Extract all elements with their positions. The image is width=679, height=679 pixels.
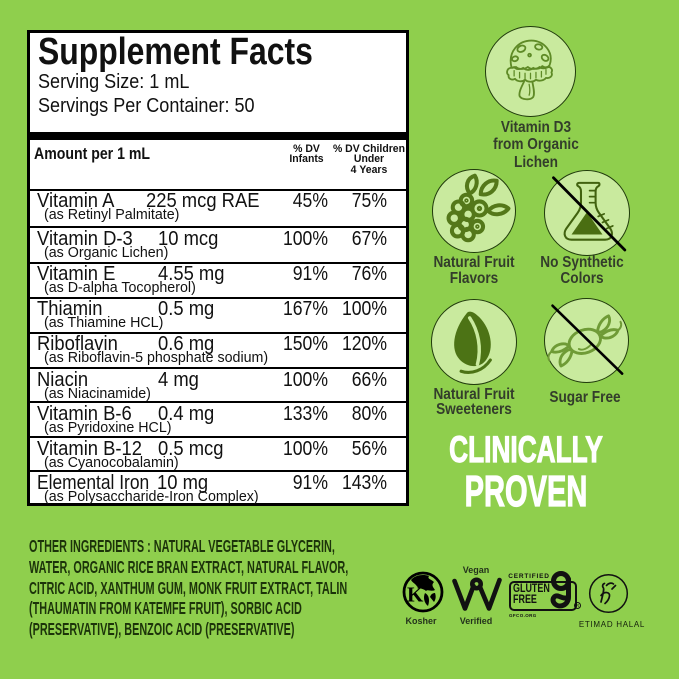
svg-text:K: K — [407, 583, 424, 607]
